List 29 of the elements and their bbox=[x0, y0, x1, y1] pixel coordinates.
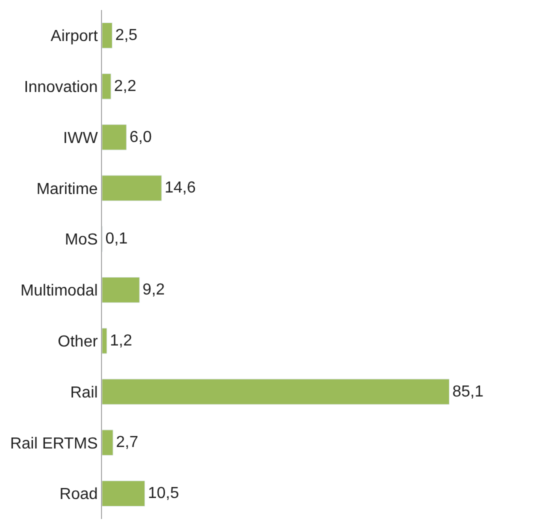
y-tick-label: IWW bbox=[63, 130, 99, 147]
y-tick-label: Airport bbox=[50, 28, 98, 46]
data-label: 9,2 bbox=[142, 281, 165, 298]
data-label: 85,1 bbox=[452, 383, 484, 400]
y-tick-label: Multimodal bbox=[20, 282, 98, 300]
bar bbox=[102, 328, 108, 354]
y-tick-label: Other bbox=[58, 333, 98, 350]
y-tick-label: MoS bbox=[64, 232, 98, 249]
bar bbox=[102, 124, 127, 150]
data-label: 6,0 bbox=[129, 128, 152, 146]
data-label: 0,1 bbox=[105, 230, 128, 248]
bar bbox=[102, 378, 450, 405]
bar bbox=[102, 480, 146, 507]
bar bbox=[102, 22, 112, 48]
y-tick-label: Road bbox=[60, 486, 98, 504]
bar bbox=[102, 430, 114, 456]
data-label: 2,5 bbox=[115, 26, 138, 44]
y-tick-label: Rail ERTMS bbox=[10, 435, 98, 452]
bar bbox=[102, 276, 140, 303]
y-tick-label: Innovation bbox=[24, 78, 98, 96]
data-label: 2,7 bbox=[116, 434, 138, 452]
data-label: 1,2 bbox=[110, 332, 132, 350]
bar bbox=[102, 175, 162, 202]
y-tick-label: Maritime bbox=[36, 180, 98, 198]
bar bbox=[102, 73, 112, 100]
data-label: 2,2 bbox=[114, 78, 136, 95]
y-tick-label: Rail bbox=[70, 384, 98, 402]
data-label: 14,6 bbox=[164, 180, 196, 197]
data-label: 10,5 bbox=[148, 485, 180, 502]
